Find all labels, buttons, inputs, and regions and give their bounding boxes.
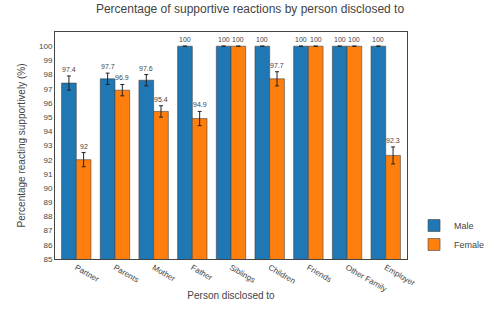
svg-text:Employer: Employer: [383, 263, 417, 288]
svg-text:Parents: Parents: [112, 263, 140, 285]
svg-text:98: 98: [43, 70, 52, 79]
svg-text:94: 94: [43, 127, 52, 136]
svg-text:100: 100: [334, 36, 346, 43]
svg-text:96.9: 96.9: [115, 74, 129, 81]
svg-text:90: 90: [43, 184, 52, 193]
svg-text:88: 88: [43, 212, 52, 221]
svg-text:97.7: 97.7: [270, 62, 284, 69]
svg-text:100: 100: [256, 36, 268, 43]
svg-text:95.4: 95.4: [154, 96, 168, 103]
svg-text:100: 100: [372, 36, 384, 43]
svg-text:97.4: 97.4: [62, 66, 76, 73]
svg-text:85: 85: [43, 255, 52, 264]
svg-text:92.3: 92.3: [386, 137, 400, 144]
svg-text:95: 95: [43, 113, 52, 122]
svg-text:92: 92: [80, 143, 88, 150]
svg-text:91: 91: [43, 170, 52, 179]
svg-text:99: 99: [43, 56, 52, 65]
svg-text:Female: Female: [454, 240, 484, 250]
svg-text:Children: Children: [267, 263, 297, 286]
svg-text:100: 100: [232, 36, 244, 43]
svg-text:Siblings: Siblings: [228, 263, 257, 285]
svg-text:Mother: Mother: [151, 263, 177, 283]
svg-text:Person disclosed to: Person disclosed to: [187, 290, 275, 301]
svg-text:100: 100: [295, 36, 307, 43]
svg-text:Father: Father: [189, 263, 214, 283]
svg-text:100: 100: [348, 36, 360, 43]
svg-text:Other Family: Other Family: [344, 263, 388, 294]
svg-text:97.7: 97.7: [101, 63, 115, 70]
svg-text:96: 96: [43, 99, 52, 108]
svg-text:89: 89: [43, 198, 52, 207]
svg-text:Friends: Friends: [305, 263, 333, 284]
svg-text:97.6: 97.6: [139, 65, 153, 72]
svg-text:Partner: Partner: [73, 263, 101, 284]
svg-text:92: 92: [43, 155, 52, 164]
svg-text:100: 100: [218, 36, 230, 43]
svg-text:86: 86: [43, 241, 52, 250]
svg-text:Percentage reacting supportive: Percentage reacting supportively (%): [16, 64, 27, 228]
svg-text:100: 100: [179, 36, 191, 43]
svg-text:Male: Male: [454, 221, 474, 231]
svg-text:Percentage of supportive react: Percentage of supportive reactions by pe…: [96, 2, 405, 16]
svg-text:87: 87: [43, 226, 52, 235]
svg-text:94.9: 94.9: [193, 101, 207, 108]
svg-text:97: 97: [43, 85, 52, 94]
svg-text:100: 100: [310, 36, 322, 43]
svg-text:93: 93: [43, 141, 52, 150]
svg-text:100: 100: [39, 42, 53, 51]
